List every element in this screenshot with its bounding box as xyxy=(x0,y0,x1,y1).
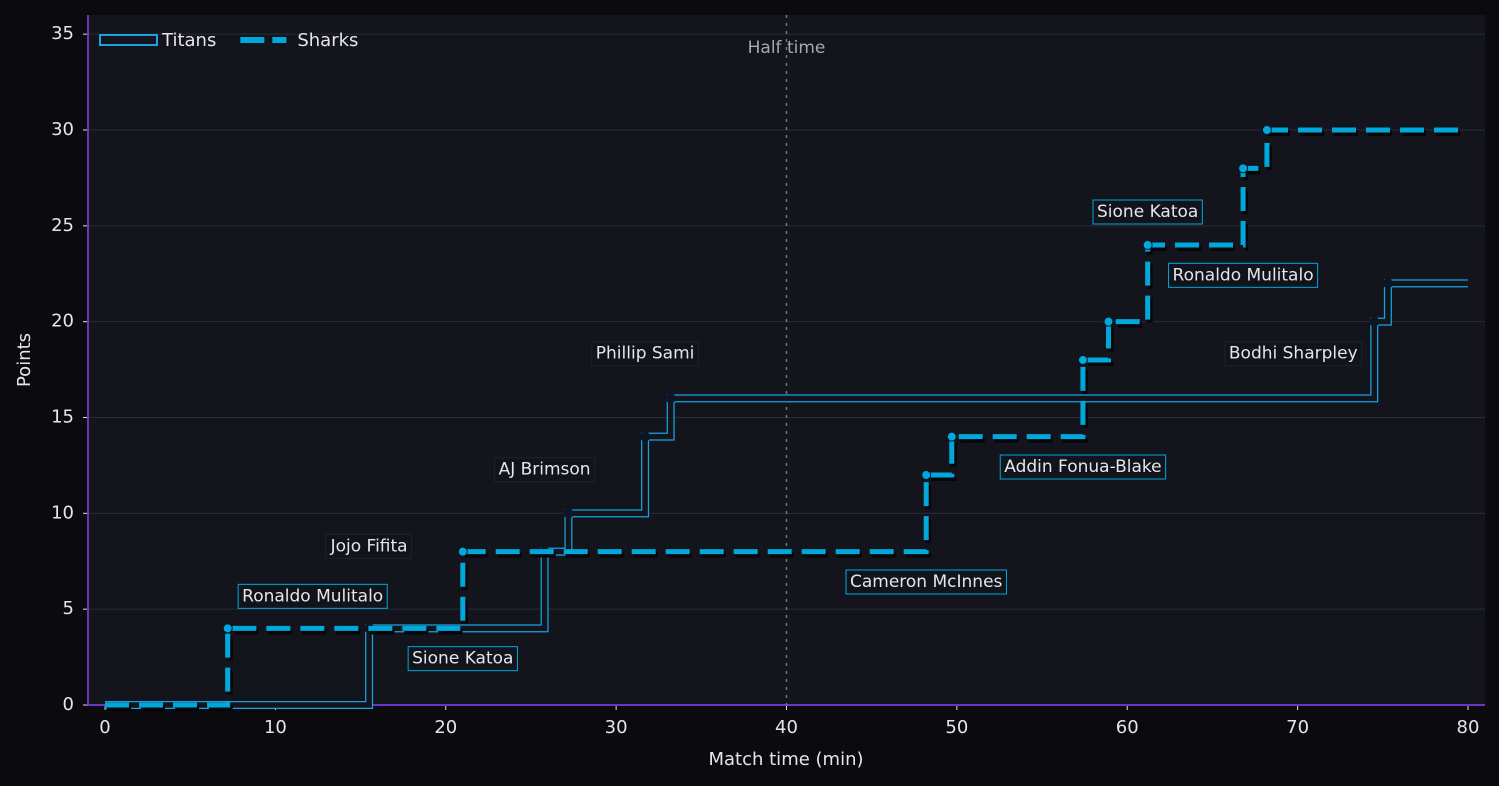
x-tick-label: 70 xyxy=(1286,717,1309,738)
annotation-box xyxy=(1224,341,1363,367)
y-tick-label: 15 xyxy=(51,407,74,428)
annotation-label: Sione Katoa xyxy=(1097,202,1198,222)
y-tick-label: 5 xyxy=(63,598,74,619)
legend-label: Titans xyxy=(161,30,216,51)
legend-label: Sharks xyxy=(297,30,358,51)
score-point xyxy=(665,393,676,404)
annotation-label: Addin Fonua-Blake xyxy=(1004,457,1161,477)
y-tick-label: 25 xyxy=(51,215,74,236)
annotation-box xyxy=(325,533,413,559)
score-point xyxy=(1382,278,1393,289)
x-tick-label: 0 xyxy=(99,717,110,738)
y-tick-label: 0 xyxy=(63,694,74,715)
x-tick-label: 40 xyxy=(775,717,798,738)
annotation-box xyxy=(1092,199,1203,225)
y-tick-label: 20 xyxy=(51,311,74,332)
annotation-label: Cameron McInnes xyxy=(850,572,1003,592)
score-point xyxy=(1103,316,1114,327)
annotation-label: Phillip Sami xyxy=(596,344,695,364)
annotation-box xyxy=(591,341,699,367)
x-tick-label: 60 xyxy=(1116,717,1139,738)
x-tick-label: 20 xyxy=(434,717,457,738)
y-tick-label: 35 xyxy=(51,23,74,44)
annotation-box xyxy=(494,457,596,483)
score-point xyxy=(946,431,957,442)
x-tick-label: 80 xyxy=(1457,717,1480,738)
annotation-box xyxy=(237,583,388,609)
y-tick-label: 10 xyxy=(51,502,74,523)
score-point xyxy=(222,623,233,634)
annotation-label: AJ Brimson xyxy=(499,460,591,480)
score-point xyxy=(1238,163,1249,174)
annotation-box xyxy=(999,454,1167,480)
x-tick-label: 10 xyxy=(264,717,287,738)
score-point xyxy=(640,431,651,442)
score-point xyxy=(1369,316,1380,327)
annotation-label: Ronaldo Mulitalo xyxy=(242,586,383,606)
score-point xyxy=(563,508,574,519)
score-point xyxy=(1142,240,1153,250)
annotation-label: Sione Katoa xyxy=(412,649,513,669)
legend-swatch xyxy=(99,34,158,46)
half-time-label: Half time xyxy=(748,38,826,58)
x-axis-label: Match time (min) xyxy=(708,749,863,770)
y-tick-label: 30 xyxy=(51,119,74,140)
annotation-label: Ronaldo Mulitalo xyxy=(1173,265,1314,285)
y-axis-label: Points xyxy=(14,333,35,387)
annotation-label: Jojo Fifita xyxy=(330,536,408,556)
x-tick-label: 50 xyxy=(945,717,968,738)
annotation-label: Bodhi Sharpley xyxy=(1229,344,1358,364)
score-point xyxy=(1261,125,1272,135)
annotation-box xyxy=(407,646,518,672)
annotation-box xyxy=(845,569,1008,595)
score-point xyxy=(457,546,468,557)
x-tick-label: 30 xyxy=(605,717,628,738)
step-line xyxy=(105,127,1468,708)
annotation-box xyxy=(1168,262,1319,288)
score-point xyxy=(1077,355,1088,365)
score-point xyxy=(921,470,932,480)
